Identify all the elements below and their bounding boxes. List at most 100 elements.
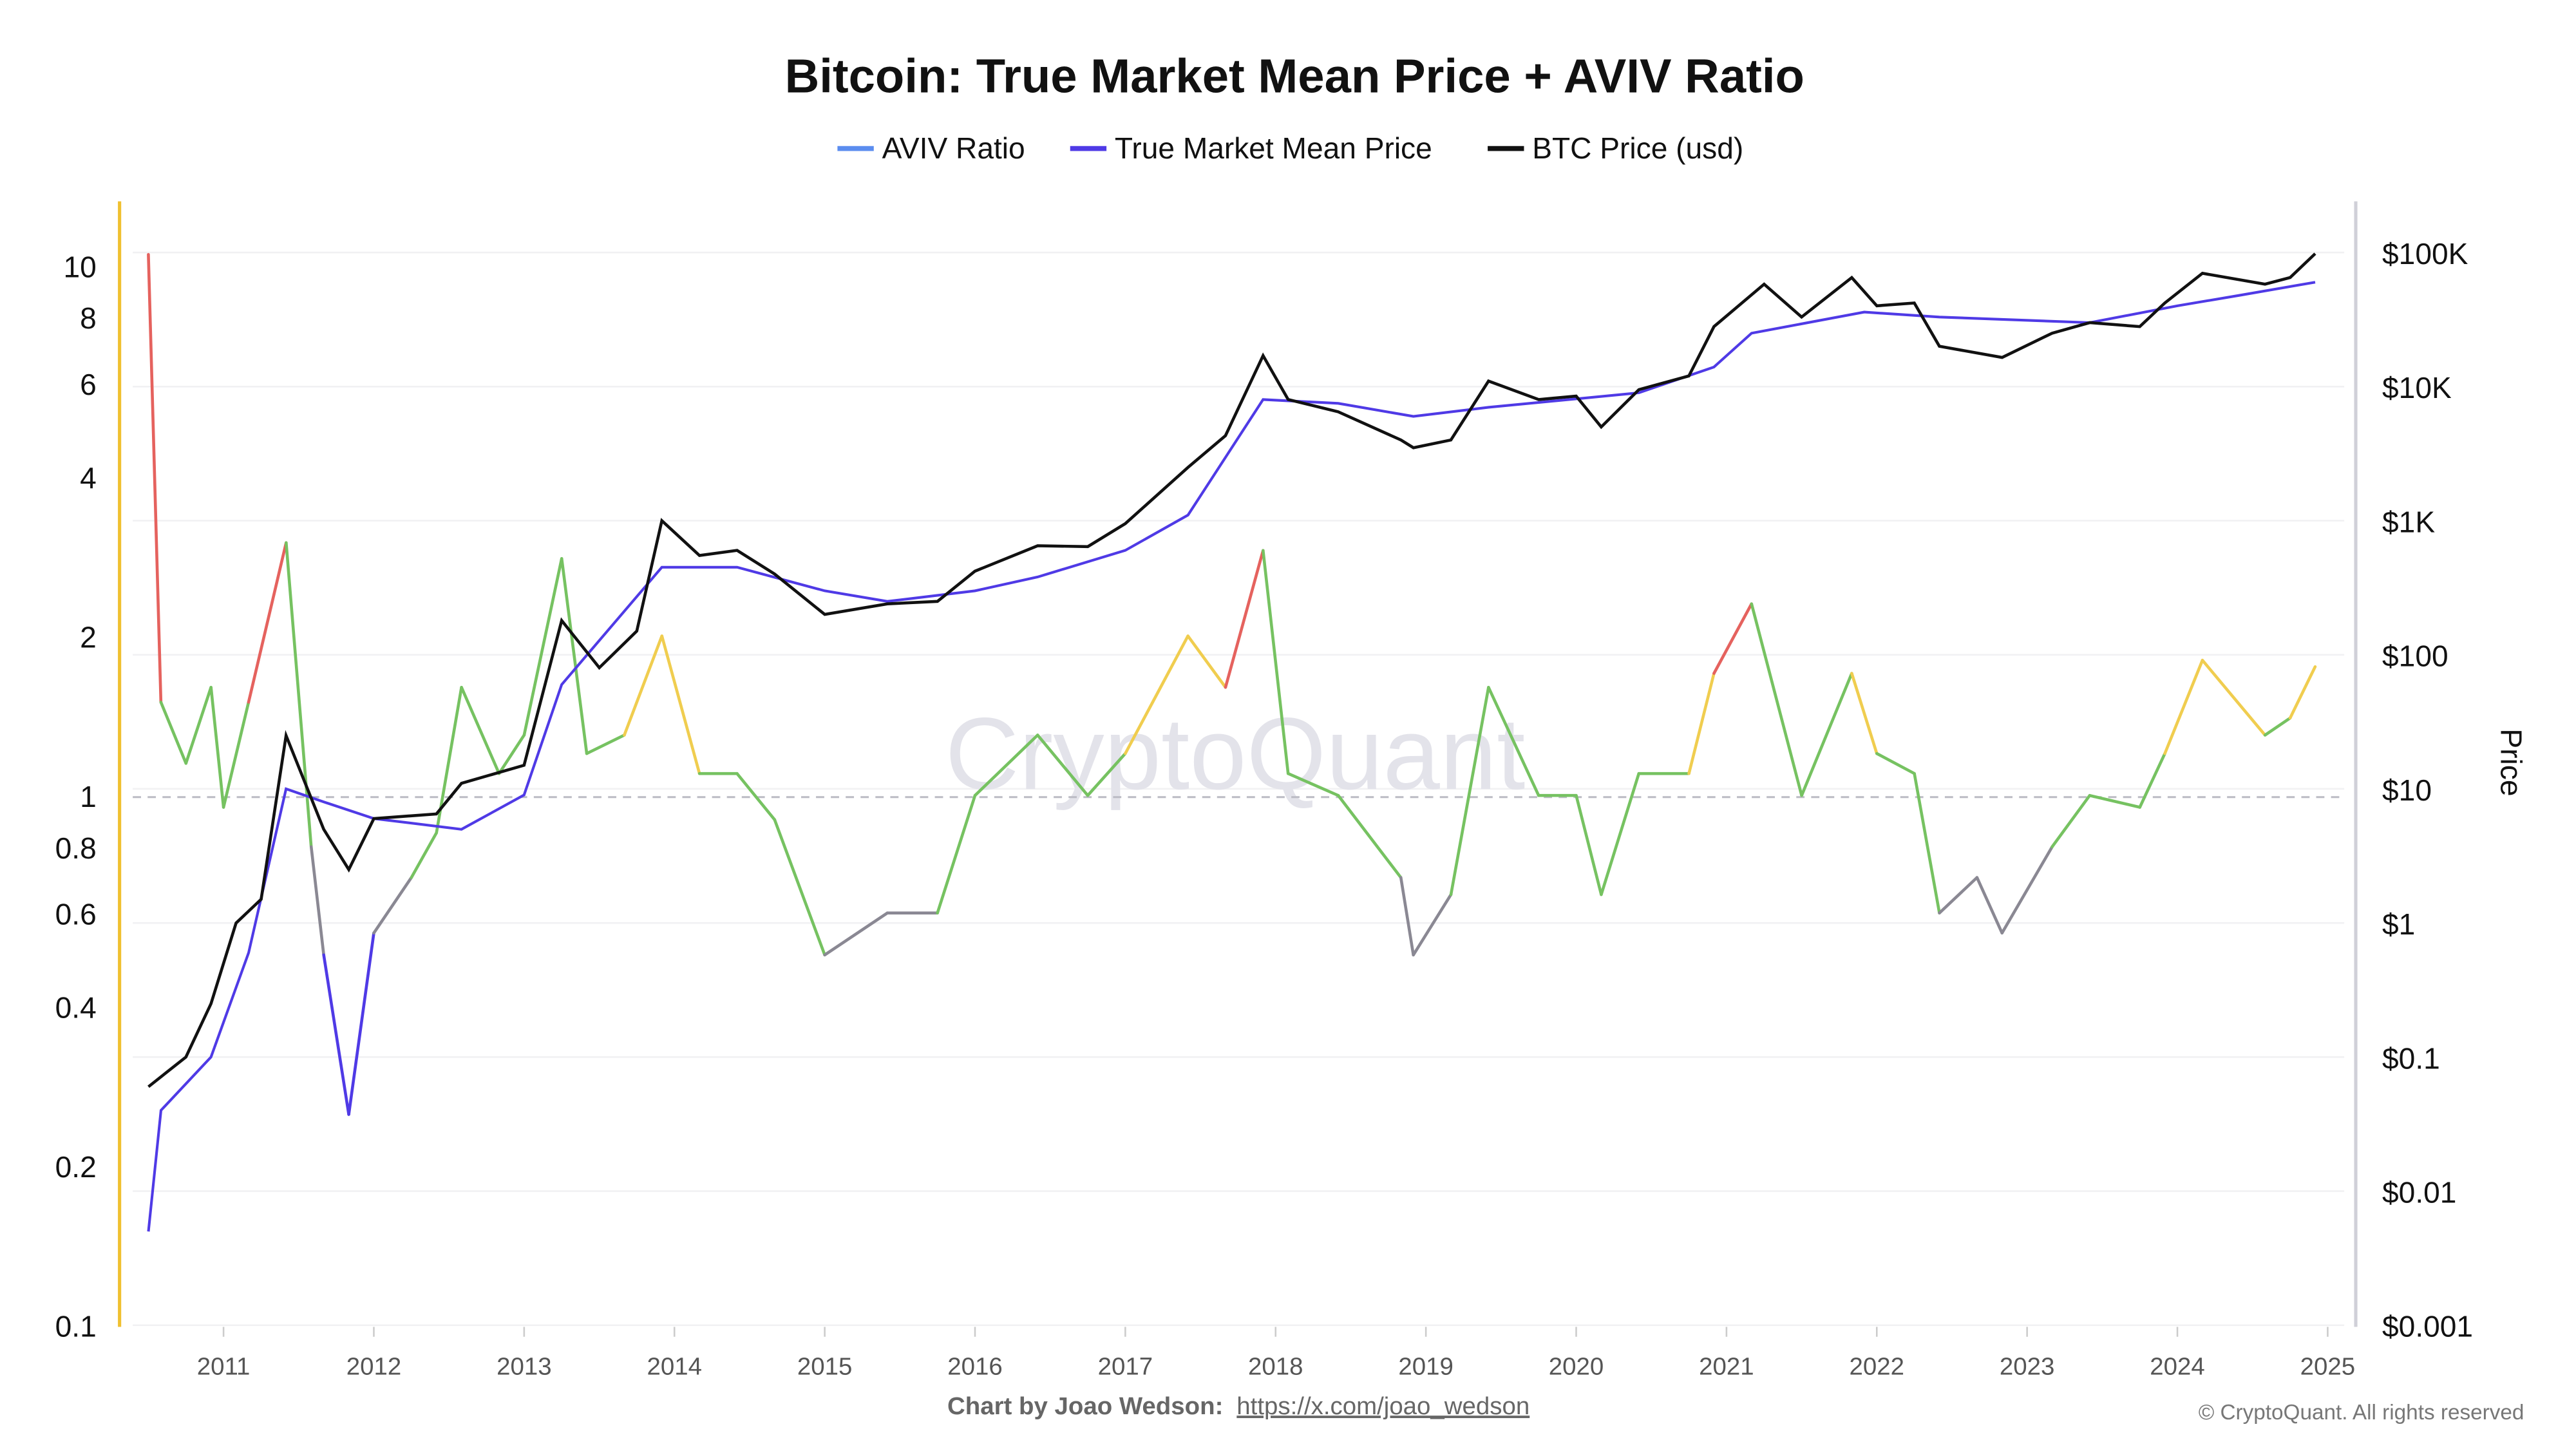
series-true-market-mean-price xyxy=(147,281,2316,1232)
x-tick-label: 2015 xyxy=(797,1353,852,1381)
left-tick-label: 4 xyxy=(80,461,97,495)
x-tick-label: 2021 xyxy=(1699,1353,1754,1381)
aviv-segment xyxy=(2088,793,2141,809)
aviv-segment xyxy=(1124,634,1189,755)
aviv-segment xyxy=(823,911,889,957)
legend-item-aviv[interactable]: AVIV Ratio xyxy=(837,131,1025,165)
left-tick-label: 10 xyxy=(63,251,96,284)
footer: Chart by Joao Wedson: https://x.com/joao… xyxy=(947,1392,2524,1425)
grid xyxy=(133,251,2345,1327)
x-tick-label: 2024 xyxy=(2150,1353,2204,1381)
right-tick-label: $1K xyxy=(2382,505,2435,538)
aviv-segment xyxy=(735,772,777,822)
aviv-segment xyxy=(460,685,501,775)
series-aviv-ratio xyxy=(147,252,2317,1116)
right-axis-ticks: $100K $10K $1K $100 $10 $1 $0.1 $0.01 $0.001 xyxy=(2382,237,2473,1343)
footer-link[interactable]: https://x.com/joao_wedson xyxy=(1236,1392,1530,1420)
aviv-segment xyxy=(1575,793,1603,896)
aviv-segment xyxy=(585,734,626,755)
aviv-segment xyxy=(147,252,163,704)
watermark: CryptoQuant xyxy=(945,696,1526,811)
aviv-segment xyxy=(410,831,439,879)
aviv-segment xyxy=(2263,716,2292,737)
right-tick-label: $10 xyxy=(2382,773,2432,807)
x-tick-label: 2016 xyxy=(947,1353,1002,1381)
x-tick-label: 2022 xyxy=(1850,1353,1904,1381)
left-tick-label: 6 xyxy=(80,368,97,401)
x-tick-label: 2019 xyxy=(1398,1353,1453,1381)
left-tick-label: 8 xyxy=(80,301,97,335)
aviv-segment xyxy=(2000,845,2054,935)
aviv-segment xyxy=(497,734,526,775)
aviv-segment xyxy=(1336,793,1403,879)
aviv-segment xyxy=(2138,752,2166,809)
left-tick-label: 0.4 xyxy=(55,990,97,1024)
aviv-segment xyxy=(1750,602,1803,797)
x-tick-label: 2023 xyxy=(2000,1353,2054,1381)
aviv-segment xyxy=(773,818,826,957)
aviv-segment xyxy=(1875,752,1916,775)
aviv-segment xyxy=(1600,772,1641,896)
aviv-segment xyxy=(209,685,225,809)
x-tick-label: 2011 xyxy=(197,1353,251,1381)
right-axis-label: Price xyxy=(2495,728,2528,796)
series-btc-price xyxy=(147,252,2316,1088)
aviv-segment xyxy=(1224,549,1265,689)
copyright: © CryptoQuant. All rights reserved xyxy=(2199,1401,2524,1425)
x-tick-label: 2020 xyxy=(1549,1353,1604,1381)
right-tick-label: $1 xyxy=(2382,907,2415,941)
left-tick-label: 0.8 xyxy=(55,831,97,865)
right-tick-label: $0.01 xyxy=(2382,1176,2456,1209)
right-tick-label: $100K xyxy=(2382,237,2468,270)
aviv-segment xyxy=(623,634,664,737)
aviv-segment xyxy=(1687,672,1716,775)
x-tick-label: 2014 xyxy=(647,1353,701,1381)
legend-item-btc[interactable]: BTC Price (usd) xyxy=(1488,131,1743,165)
aviv-segment xyxy=(247,541,288,704)
aviv-segment xyxy=(1399,876,1415,957)
left-tick-label: 0.6 xyxy=(55,898,97,931)
aviv-segment xyxy=(560,557,589,755)
aviv-segment xyxy=(1036,734,1090,797)
aviv-segment xyxy=(222,701,251,809)
aviv-segment xyxy=(1800,672,1853,797)
x-tick-label: 2012 xyxy=(346,1353,401,1381)
aviv-segment xyxy=(309,845,325,957)
right-tick-label: $100 xyxy=(2382,639,2448,673)
aviv-segment xyxy=(159,701,188,765)
aviv-segment xyxy=(1975,876,2004,935)
left-tick-label: 1 xyxy=(80,780,97,813)
aviv-segment xyxy=(1449,685,1490,896)
aviv-segment xyxy=(660,634,701,775)
aviv-segment xyxy=(2163,658,2204,755)
x-axis-ticks: 2011 2012 2013 2014 2015 2016 2017 2018 2019 2020… xyxy=(197,1327,2355,1381)
right-tick-label: $0.001 xyxy=(2382,1310,2473,1343)
aviv-segment xyxy=(2201,658,2267,737)
x-tick-label: 2013 xyxy=(497,1353,551,1381)
aviv-segment xyxy=(1913,772,1941,914)
aviv-segment xyxy=(347,931,375,1116)
footer-credit: Chart by Joao Wedson: xyxy=(947,1392,1223,1420)
chart-title: Bitcoin: True Market Mean Price + AVIV R… xyxy=(785,50,1804,103)
aviv-segment xyxy=(936,793,977,914)
aviv-segment xyxy=(1186,634,1227,689)
aviv-segment xyxy=(285,541,313,849)
aviv-segment xyxy=(2288,665,2317,720)
x-tick-label: 2017 xyxy=(1098,1353,1153,1381)
left-tick-label: 0.1 xyxy=(55,1310,97,1343)
aviv-segment xyxy=(522,557,564,737)
aviv-segment xyxy=(372,876,413,935)
aviv-segment xyxy=(184,685,213,765)
aviv-segment xyxy=(973,734,1039,797)
aviv-segment xyxy=(1086,752,1127,797)
aviv-segment xyxy=(322,953,350,1116)
svg-text:Chart by Joao Wedson: ht: Chart by Joao Wedson: https://x.com/joao… xyxy=(947,1392,1530,1420)
aviv-segment xyxy=(1412,893,1453,957)
aviv-segment xyxy=(1487,685,1540,797)
legend-item-tmmp[interactable]: True Market Mean Price xyxy=(1070,131,1432,165)
aviv-segment xyxy=(1286,772,1340,797)
left-axis-ticks: 10 8 6 4 2 1 0.8 0.6 0.4 0.2 0.1 xyxy=(55,251,97,1343)
right-tick-label: $0.1 xyxy=(2382,1041,2440,1075)
left-tick-label: 2 xyxy=(80,621,97,654)
